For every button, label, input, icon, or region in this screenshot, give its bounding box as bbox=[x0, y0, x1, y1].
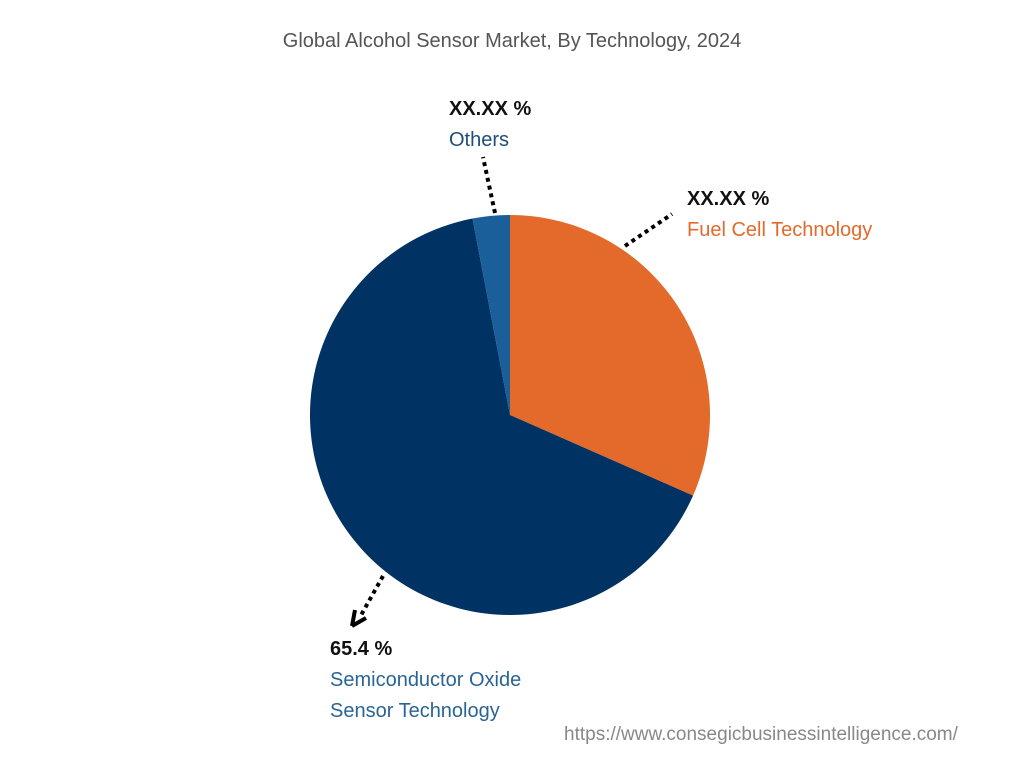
pie-slice-semiconductor-oxide-sensor-technology bbox=[310, 218, 694, 616]
arrowhead-icon bbox=[350, 609, 367, 628]
slice-value-label: XX.XX % bbox=[449, 98, 532, 120]
slice-value-label: 65.4 % bbox=[330, 638, 393, 660]
label-others: XX.XX % Others bbox=[449, 94, 531, 156]
chart-title: Global Alcohol Sensor Market, By Technol… bbox=[282, 30, 742, 52]
pie-slice-fuel-cell-technology bbox=[510, 215, 710, 496]
label-semiconductor: 65.4 % Semiconductor Oxide Sensor Techno… bbox=[330, 634, 521, 727]
slice-name-label: Fuel Cell Technology bbox=[687, 219, 873, 241]
slice-value-label: XX.XX % bbox=[687, 188, 770, 210]
slice-name-label: Others bbox=[449, 129, 510, 151]
source-url: https://www.consegicbusinessintelligence… bbox=[564, 724, 958, 745]
leader-line-others bbox=[481, 156, 497, 214]
label-fuel-cell: XX.XX % Fuel Cell Technology bbox=[687, 184, 872, 246]
leader-line-semiconductor bbox=[358, 575, 385, 618]
leader-line-fuel-cell bbox=[623, 212, 674, 248]
slice-name-label-line1: Semiconductor Oxide bbox=[330, 669, 522, 691]
pie-slice-others bbox=[472, 215, 510, 415]
slice-name-label-line2: Sensor Technology bbox=[330, 700, 500, 722]
